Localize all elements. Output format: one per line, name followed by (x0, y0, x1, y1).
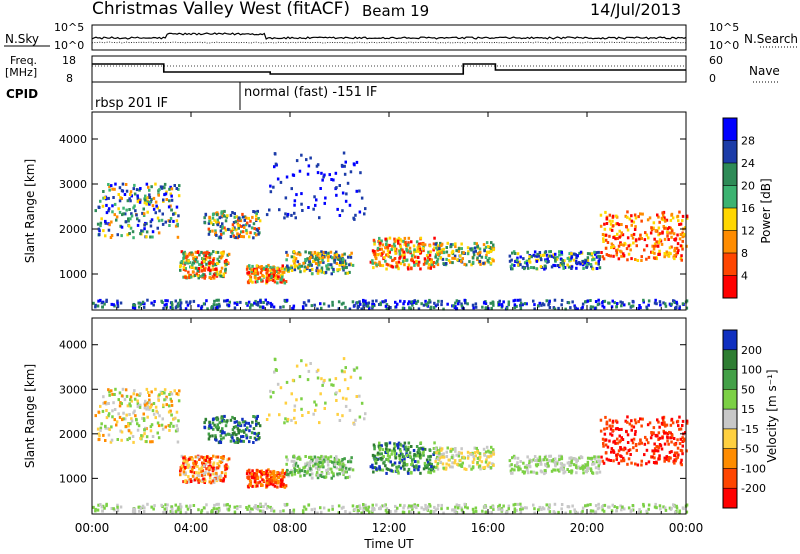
colorbar-tick-label: 24 (741, 157, 755, 170)
colorbar-tick-label: 28 (741, 135, 755, 148)
colorbar-swatch (723, 208, 737, 231)
colorbar-swatch (723, 428, 737, 449)
colorbar-tick-label: -15 (741, 423, 759, 436)
power-colorbar: 4 8 12 16 20 24 28 (722, 117, 755, 299)
range-tick-label: 4000 (59, 339, 87, 352)
colorbar-swatch (723, 389, 737, 410)
velocity-colorbar: 200 100 50 15 -15 -50 -100 -200 (722, 329, 766, 509)
velocity-colorbar-label: Velocity [m s⁻¹] (765, 369, 779, 462)
colorbar-swatch (723, 349, 737, 370)
colorbar-tick-label: 20 (741, 180, 755, 193)
colorbar-swatch (723, 140, 737, 163)
colorbar-tick-label: 200 (741, 344, 762, 357)
freq-left-label-1: Freq. (10, 54, 37, 67)
range-tick-label: 4000 (59, 133, 87, 146)
colorbar-tick-label: -100 (741, 462, 766, 475)
time-tick-label: 20:00 (570, 521, 605, 535)
colorbar-swatch (723, 118, 737, 141)
power-panel: 1000 2000 3000 4000 Slant Range [km] 4 8 12 16… (23, 111, 773, 311)
freq-left-tick-bottom: 8 (66, 72, 73, 85)
power-ylabel: Slant Range [km] (23, 159, 37, 263)
velocity-ylabel: Slant Range [km] (23, 364, 37, 468)
cpid-label: CPID (6, 87, 38, 101)
freq-left-tick-top: 18 (62, 54, 76, 67)
colorbar-tick-label: -50 (741, 443, 759, 456)
power-heatmap (92, 151, 689, 311)
colorbar-swatch (723, 369, 737, 390)
colorbar-swatch (723, 330, 737, 350)
range-tick-label: 2000 (59, 428, 87, 441)
velocity-heatmap (92, 357, 689, 515)
freq-right-tick-bottom: 0 (709, 72, 716, 85)
nave-label: Nave (749, 64, 780, 78)
colorbar-tick-label: 12 (741, 225, 755, 238)
freq-panel: Freq. [MHz] 18 8 60 0 Nave (5, 54, 780, 85)
time-tick-label: 16:00 (471, 521, 506, 535)
colorbar-tick-label: 4 (741, 270, 748, 283)
colorbar-tick-label: 8 (741, 247, 748, 260)
colorbar-swatch (723, 409, 737, 429)
velocity-panel: 1000 2000 3000 4000 Slant Range [km] 200 100… (23, 317, 779, 515)
colorbar-tick-label: 100 (741, 364, 762, 377)
beam-label: Beam 19 (362, 2, 429, 20)
noise-left-label: N.Sky (5, 32, 39, 46)
range-tick-label: 3000 (59, 383, 87, 396)
colorbar-swatch (723, 275, 737, 298)
station-title: Christmas Valley West (fitACF) (92, 0, 350, 19)
time-tick-label: 08:00 (273, 521, 308, 535)
time-tick-label: 00:00 (75, 521, 110, 535)
freq-left-label-2: [MHz] (5, 66, 37, 79)
date-label: 14/Jul/2013 (590, 0, 681, 19)
noise-right-label: N.Search (744, 32, 798, 46)
cpid-mode-2: normal (fast) -151 IF (244, 85, 377, 100)
cpid-panel: CPID rbsp 201 IF normal (fast) -151 IF (6, 82, 377, 111)
range-tick-label: 1000 (59, 268, 87, 281)
colorbar-tick-label: 50 (741, 383, 755, 396)
colorbar-tick-label: -200 (741, 482, 766, 495)
colorbar-tick-label: 16 (741, 202, 755, 215)
power-y-axis: 1000 2000 3000 4000 (59, 133, 686, 281)
noise-right-tick-top: 10^5 (709, 21, 739, 34)
colorbar-swatch (723, 163, 737, 186)
noise-panel: N.Sky 10^5 10^0 10^5 10^0 N.Search (4, 21, 798, 52)
noise-left-tick-bottom: 10^0 (54, 39, 84, 52)
time-axis-label: Time UT (363, 537, 414, 551)
time-tick-label: 04:00 (174, 521, 209, 535)
colorbar-tick-label: 15 (741, 403, 755, 416)
colorbar-swatch (723, 230, 737, 253)
time-tick-label: 12:00 (372, 521, 407, 535)
freq-right-tick-top: 60 (709, 54, 723, 67)
colorbar-swatch (723, 253, 737, 276)
power-colorbar-label: Power [dB] (759, 178, 773, 243)
colorbar-swatch (723, 185, 737, 208)
range-tick-label: 3000 (59, 178, 87, 191)
range-tick-label: 2000 (59, 223, 87, 236)
cpid-mode-1: rbsp 201 IF (95, 96, 168, 111)
noise-right-tick-bottom: 10^0 (709, 39, 739, 52)
range-tick-label: 1000 (59, 472, 87, 485)
time-axis: 00:00 04:00 08:00 12:00 16:00 20:00 00:00 (75, 112, 704, 535)
colorbar-swatch (723, 468, 737, 489)
colorbar-swatch (723, 448, 737, 469)
noise-left-tick-top: 10^5 (54, 21, 84, 34)
time-tick-label: 00:00 (669, 521, 704, 535)
colorbar-swatch (723, 488, 737, 508)
velocity-y-axis: 1000 2000 3000 4000 (59, 339, 686, 485)
